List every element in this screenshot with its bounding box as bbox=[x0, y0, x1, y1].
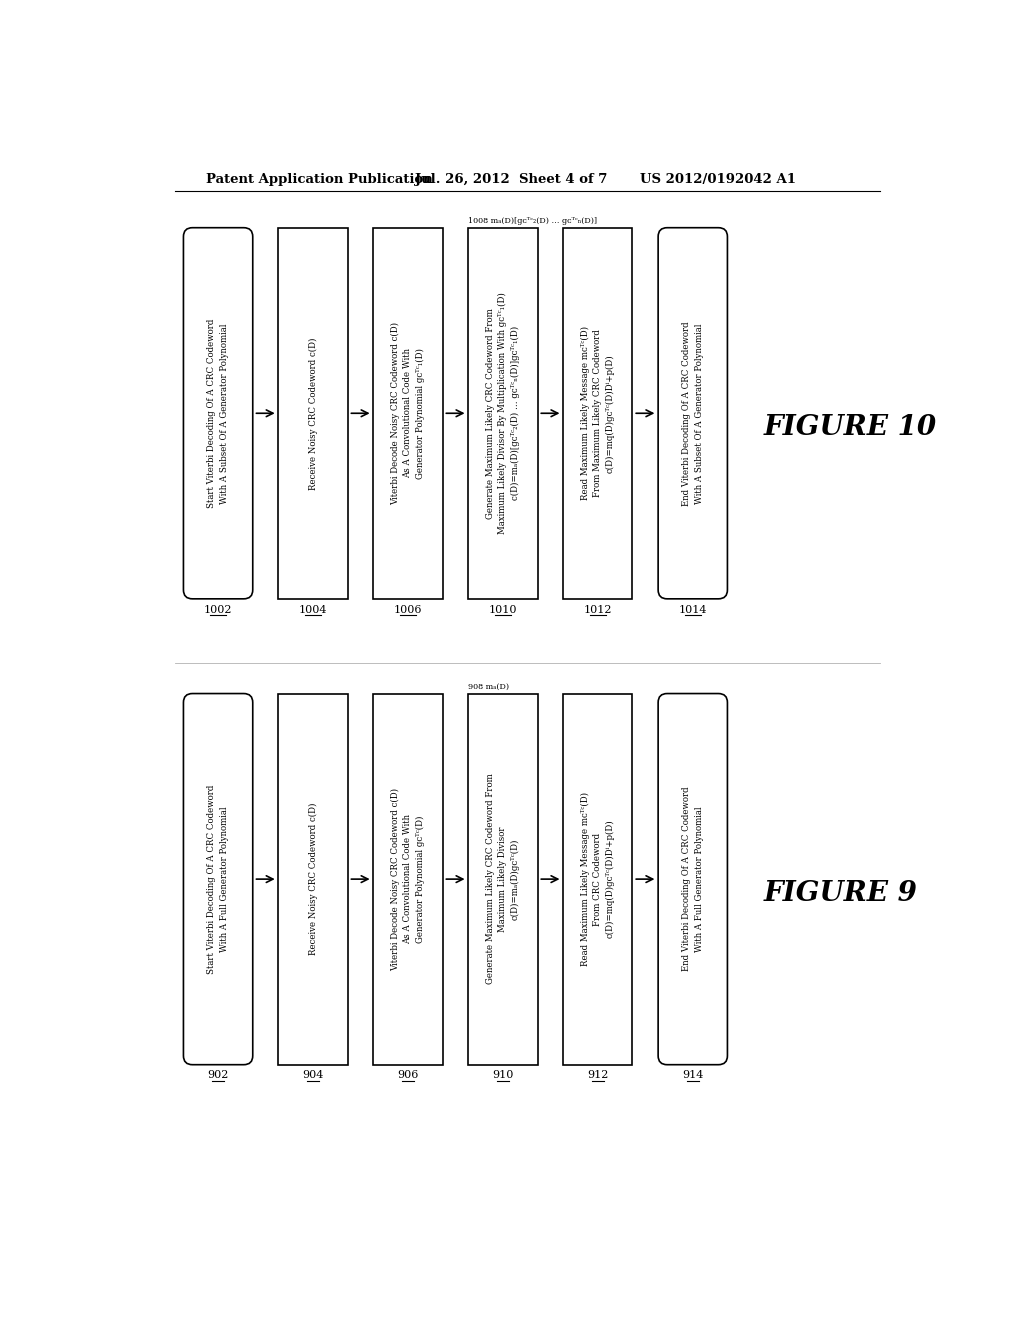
Text: End Viterbi Decoding Of A CRC Codeword
With A Full Generator Polynomial: End Viterbi Decoding Of A CRC Codeword W… bbox=[682, 787, 703, 972]
Text: Start Viterbi Decoding Of A CRC Codeword
With A Subset Of A Generator Polynomial: Start Viterbi Decoding Of A CRC Codeword… bbox=[207, 318, 228, 508]
Text: 908 mₐ(D): 908 mₐ(D) bbox=[468, 682, 509, 690]
Text: Start Viterbi Decoding Of A CRC Codeword
With A Full Generator Polynomial: Start Viterbi Decoding Of A CRC Codeword… bbox=[207, 784, 228, 974]
Text: 904: 904 bbox=[302, 1071, 324, 1081]
Text: FIGURE 9: FIGURE 9 bbox=[764, 880, 918, 907]
Text: 1014: 1014 bbox=[679, 605, 707, 615]
Text: Receive Noisy CRC Codeword c(D): Receive Noisy CRC Codeword c(D) bbox=[308, 803, 317, 956]
Text: 1002: 1002 bbox=[204, 605, 232, 615]
Text: Jul. 26, 2012  Sheet 4 of 7: Jul. 26, 2012 Sheet 4 of 7 bbox=[415, 173, 607, 186]
FancyBboxPatch shape bbox=[658, 693, 727, 1065]
Bar bbox=[374, 693, 442, 1065]
Text: End Viterbi Decoding Of A CRC Codeword
With A Subset Of A Generator Polynomial: End Viterbi Decoding Of A CRC Codeword W… bbox=[682, 321, 703, 506]
Text: 1004: 1004 bbox=[299, 605, 328, 615]
Bar bbox=[279, 228, 348, 599]
Text: Generate Maximum Likely CRC Codeword From
Maximum Likely Divisor
c(D)=mₐ(D)gᴄᵀᶜ(: Generate Maximum Likely CRC Codeword Fro… bbox=[485, 774, 520, 985]
Text: Patent Application Publication: Patent Application Publication bbox=[206, 173, 432, 186]
Text: 1006: 1006 bbox=[393, 605, 422, 615]
Text: 914: 914 bbox=[682, 1071, 703, 1081]
Bar bbox=[374, 228, 442, 599]
Bar bbox=[563, 693, 633, 1065]
Text: 1010: 1010 bbox=[488, 605, 517, 615]
Text: 912: 912 bbox=[587, 1071, 608, 1081]
Text: 910: 910 bbox=[493, 1071, 514, 1081]
Text: Receive Noisy CRC Codeword c(D): Receive Noisy CRC Codeword c(D) bbox=[308, 337, 317, 490]
Text: Read Maximum Likely Message mᴄᵀᶜ(D)
From CRC Codeword
c(D)=mq(D)gᴄᵀᶜ(D)Dⁱ+p(D): Read Maximum Likely Message mᴄᵀᶜ(D) From… bbox=[581, 792, 615, 966]
Bar bbox=[563, 228, 633, 599]
Text: Viterbi Decode Noisy CRC Codeword c(D)
As A Convolutional Code With
Generator Po: Viterbi Decode Noisy CRC Codeword c(D) A… bbox=[391, 322, 425, 504]
Text: Viterbi Decode Noisy CRC Codeword c(D)
As A Convolutional Code With
Generator Po: Viterbi Decode Noisy CRC Codeword c(D) A… bbox=[391, 788, 425, 970]
Bar bbox=[468, 228, 538, 599]
Text: FIGURE 10: FIGURE 10 bbox=[764, 414, 937, 441]
FancyBboxPatch shape bbox=[183, 227, 253, 599]
Text: 906: 906 bbox=[397, 1071, 419, 1081]
FancyBboxPatch shape bbox=[183, 693, 253, 1065]
FancyBboxPatch shape bbox=[658, 227, 727, 599]
Text: 1008 mₐ(D)[gᴄᵀᶜ₂(D) … gᴄᵀᶜₙ(D)]: 1008 mₐ(D)[gᴄᵀᶜ₂(D) … gᴄᵀᶜₙ(D)] bbox=[468, 216, 597, 224]
Text: Read Maximum Likely Message mᴄᵀᶜ(D)
From Maximum Likely CRC Codeword
c(D)=mq(D)g: Read Maximum Likely Message mᴄᵀᶜ(D) From… bbox=[581, 326, 615, 500]
Text: 1012: 1012 bbox=[584, 605, 612, 615]
Text: 902: 902 bbox=[208, 1071, 228, 1081]
Bar bbox=[468, 693, 538, 1065]
Text: US 2012/0192042 A1: US 2012/0192042 A1 bbox=[640, 173, 796, 186]
Text: Generate Maximum Likely CRC Codeword From
Maximum Likely Divisor By Multiplicati: Generate Maximum Likely CRC Codeword Fro… bbox=[485, 292, 520, 535]
Bar bbox=[279, 693, 348, 1065]
